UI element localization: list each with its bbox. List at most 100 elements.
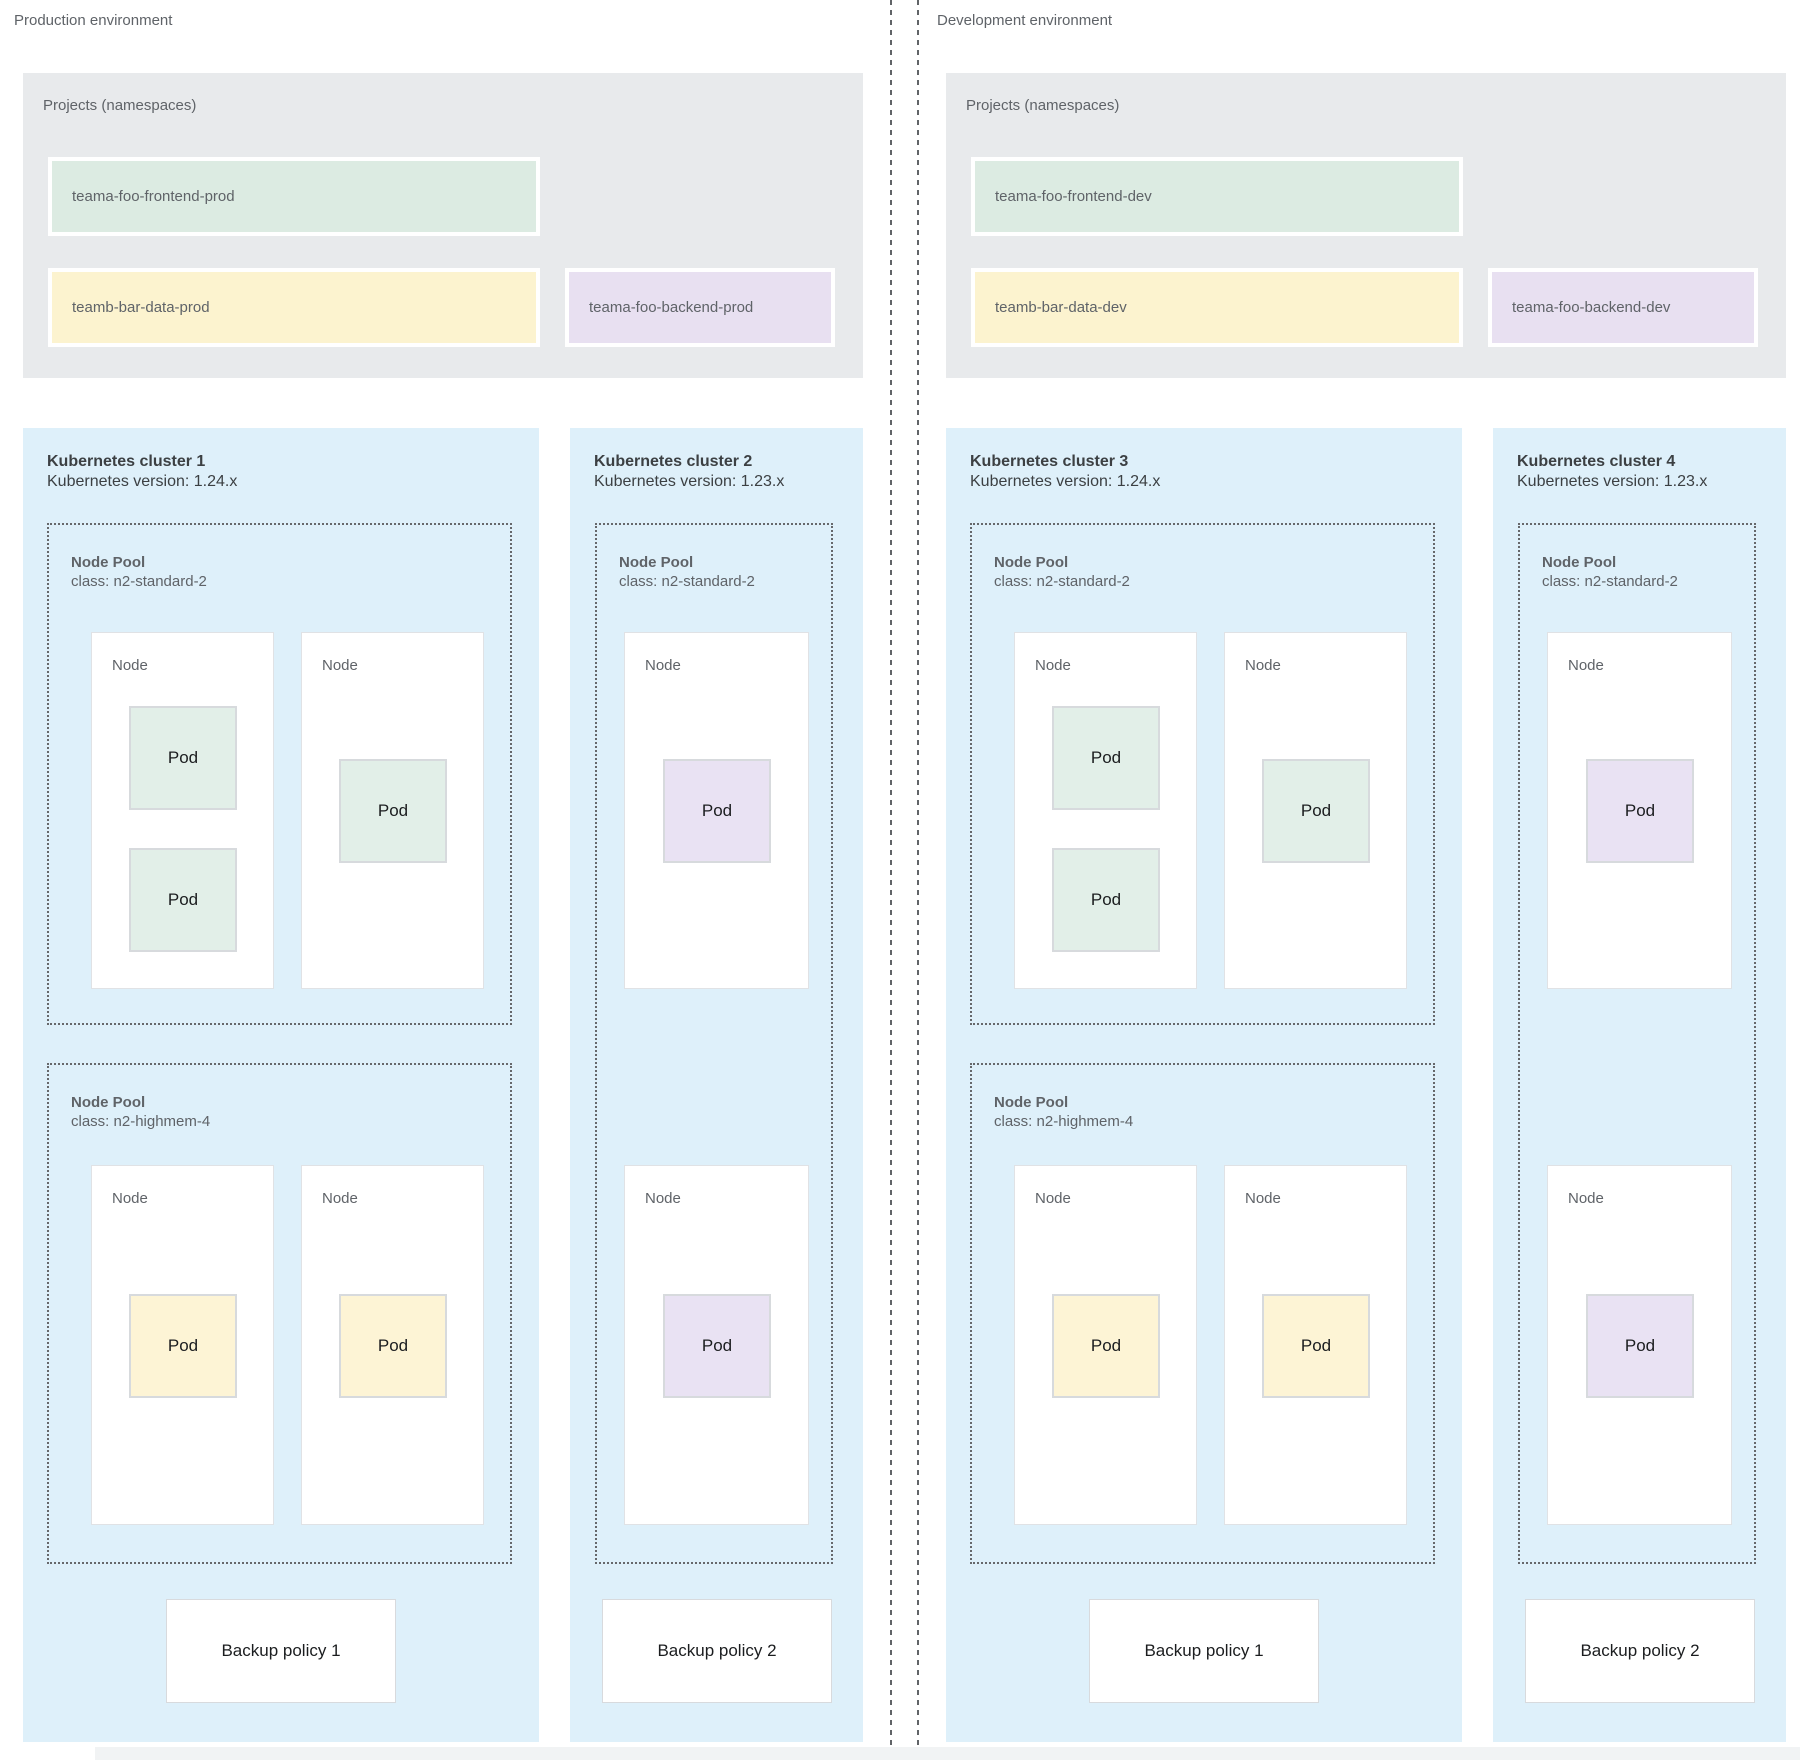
cluster-1-header: Kubernetes cluster 1 Kubernetes version:…	[47, 452, 237, 492]
pod-box: Pod	[1052, 848, 1160, 952]
node-label: Node	[1245, 657, 1281, 674]
node-pool-class: class: n2-standard-2	[71, 573, 207, 590]
kubernetes-cluster-3: Kubernetes cluster 3 Kubernetes version:…	[946, 428, 1462, 1742]
node-label: Node	[645, 657, 681, 674]
kubernetes-cluster-4: Kubernetes cluster 4 Kubernetes version:…	[1493, 428, 1786, 1742]
node-box: Node Pod	[624, 1165, 809, 1525]
node-pool-label: Node Pool	[1542, 554, 1617, 571]
cluster-1-node-pool-highmem: Node Pool class: n2-highmem-4 Node Pod N…	[47, 1063, 512, 1564]
node-box: Node Pod	[1547, 1165, 1732, 1525]
namespace-teama-foo-backend-dev: teama-foo-backend-dev	[1488, 268, 1758, 347]
pod-box: Pod	[339, 1294, 447, 1398]
pod-box: Pod	[339, 759, 447, 863]
node-label: Node	[1035, 657, 1071, 674]
pod-box: Pod	[663, 1294, 771, 1398]
cluster-4-title: Kubernetes cluster 4	[1517, 453, 1676, 470]
cluster-3-version: Kubernetes version: 1.24.x	[970, 473, 1161, 490]
pod-box: Pod	[1052, 706, 1160, 810]
pod-box: Pod	[1586, 759, 1694, 863]
node-label: Node	[322, 657, 358, 674]
pod-box: Pod	[1052, 1294, 1160, 1398]
node-label: Node	[1568, 657, 1604, 674]
node-box: Node Pod	[1014, 1165, 1197, 1525]
cluster-2-version: Kubernetes version: 1.23.x	[594, 473, 785, 490]
node-box: Node Pod Pod	[91, 632, 274, 989]
kubernetes-cluster-1: Kubernetes cluster 1 Kubernetes version:…	[23, 428, 539, 1742]
cluster-3-title: Kubernetes cluster 3	[970, 453, 1129, 470]
bottom-edge-strip	[95, 1747, 1800, 1760]
node-pool-header: Node Pool class: n2-standard-2	[71, 553, 207, 591]
kubernetes-cluster-2: Kubernetes cluster 2 Kubernetes version:…	[570, 428, 863, 1742]
cluster-1-title: Kubernetes cluster 1	[47, 453, 206, 470]
node-box: Node Pod Pod	[1014, 632, 1197, 989]
production-environment-label: Production environment	[14, 12, 173, 29]
cluster-2-title: Kubernetes cluster 2	[594, 453, 753, 470]
environment-production: Production environment Projects (namespa…	[0, 0, 877, 1760]
pod-box: Pod	[129, 848, 237, 952]
namespace-teamb-bar-data-dev: teamb-bar-data-dev	[971, 268, 1463, 347]
pod-box: Pod	[1262, 759, 1370, 863]
node-box: Node Pod	[91, 1165, 274, 1525]
namespace-teamb-bar-data-prod: teamb-bar-data-prod	[48, 268, 540, 347]
backup-policy-2-box: Backup policy 2	[1525, 1599, 1755, 1703]
backup-policy-1-box: Backup policy 1	[1089, 1599, 1319, 1703]
node-label: Node	[112, 1190, 148, 1207]
node-pool-header: Node Pool class: n2-highmem-4	[994, 1093, 1133, 1131]
cluster-1-node-pool-standard: Node Pool class: n2-standard-2 Node Pod …	[47, 523, 512, 1025]
projects-namespaces-label: Projects (namespaces)	[43, 97, 197, 114]
namespace-teama-foo-frontend-prod: teama-foo-frontend-prod	[48, 157, 540, 236]
node-pool-class: class: n2-standard-2	[619, 573, 755, 590]
pod-box: Pod	[129, 1294, 237, 1398]
node-box: Node Pod	[1224, 1165, 1407, 1525]
projects-namespaces-label: Projects (namespaces)	[966, 97, 1120, 114]
node-pool-label: Node Pool	[619, 554, 694, 571]
node-box: Node Pod	[1224, 632, 1407, 989]
namespace-teama-foo-backend-prod: teama-foo-backend-prod	[565, 268, 835, 347]
environment-divider-line-2	[917, 0, 919, 1760]
node-label: Node	[322, 1190, 358, 1207]
node-label: Node	[1035, 1190, 1071, 1207]
projects-namespaces-box: Projects (namespaces) teama-foo-frontend…	[23, 73, 863, 378]
development-environment-label: Development environment	[937, 12, 1113, 29]
node-pool-header: Node Pool class: n2-standard-2	[994, 553, 1130, 591]
node-pool-class: class: n2-standard-2	[994, 573, 1130, 590]
namespace-teama-foo-frontend-dev: teama-foo-frontend-dev	[971, 157, 1463, 236]
cluster-4-node-pool: Node Pool class: n2-standard-2 Node Pod …	[1518, 523, 1756, 1564]
node-pool-class: class: n2-highmem-4	[71, 1113, 211, 1130]
cluster-2-header: Kubernetes cluster 2 Kubernetes version:…	[594, 452, 784, 492]
node-pool-header: Node Pool class: n2-highmem-4	[71, 1093, 210, 1131]
pod-box: Pod	[129, 706, 237, 810]
cluster-2-node-pool: Node Pool class: n2-standard-2 Node Pod …	[595, 523, 833, 1564]
backup-policy-2-box: Backup policy 2	[602, 1599, 832, 1703]
node-label: Node	[112, 657, 148, 674]
node-pool-header: Node Pool class: n2-standard-2	[1542, 553, 1678, 591]
node-label: Node	[1245, 1190, 1281, 1207]
cluster-4-header: Kubernetes cluster 4 Kubernetes version:…	[1517, 452, 1707, 492]
node-pool-label: Node Pool	[994, 1094, 1069, 1111]
node-pool-class: class: n2-standard-2	[1542, 573, 1678, 590]
backup-policy-1-box: Backup policy 1	[166, 1599, 396, 1703]
node-pool-label: Node Pool	[994, 554, 1069, 571]
node-label: Node	[1568, 1190, 1604, 1207]
projects-namespaces-box: Projects (namespaces) teama-foo-frontend…	[946, 73, 1786, 378]
node-pool-label: Node Pool	[71, 554, 146, 571]
node-pool-label: Node Pool	[71, 1094, 146, 1111]
cluster-3-header: Kubernetes cluster 3 Kubernetes version:…	[970, 452, 1160, 492]
pod-box: Pod	[1262, 1294, 1370, 1398]
cluster-1-version: Kubernetes version: 1.24.x	[47, 473, 238, 490]
node-label: Node	[645, 1190, 681, 1207]
node-box: Node Pod	[301, 632, 484, 989]
environment-divider-line-1	[890, 0, 892, 1760]
node-pool-class: class: n2-highmem-4	[994, 1113, 1134, 1130]
pod-box: Pod	[1586, 1294, 1694, 1398]
node-box: Node Pod	[624, 632, 809, 989]
node-pool-header: Node Pool class: n2-standard-2	[619, 553, 755, 591]
node-box: Node Pod	[1547, 632, 1732, 989]
cluster-4-version: Kubernetes version: 1.23.x	[1517, 473, 1708, 490]
cluster-3-node-pool-highmem: Node Pool class: n2-highmem-4 Node Pod N…	[970, 1063, 1435, 1564]
environment-development: Development environment Projects (namesp…	[923, 0, 1800, 1760]
cluster-3-node-pool-standard: Node Pool class: n2-standard-2 Node Pod …	[970, 523, 1435, 1025]
pod-box: Pod	[663, 759, 771, 863]
node-box: Node Pod	[301, 1165, 484, 1525]
